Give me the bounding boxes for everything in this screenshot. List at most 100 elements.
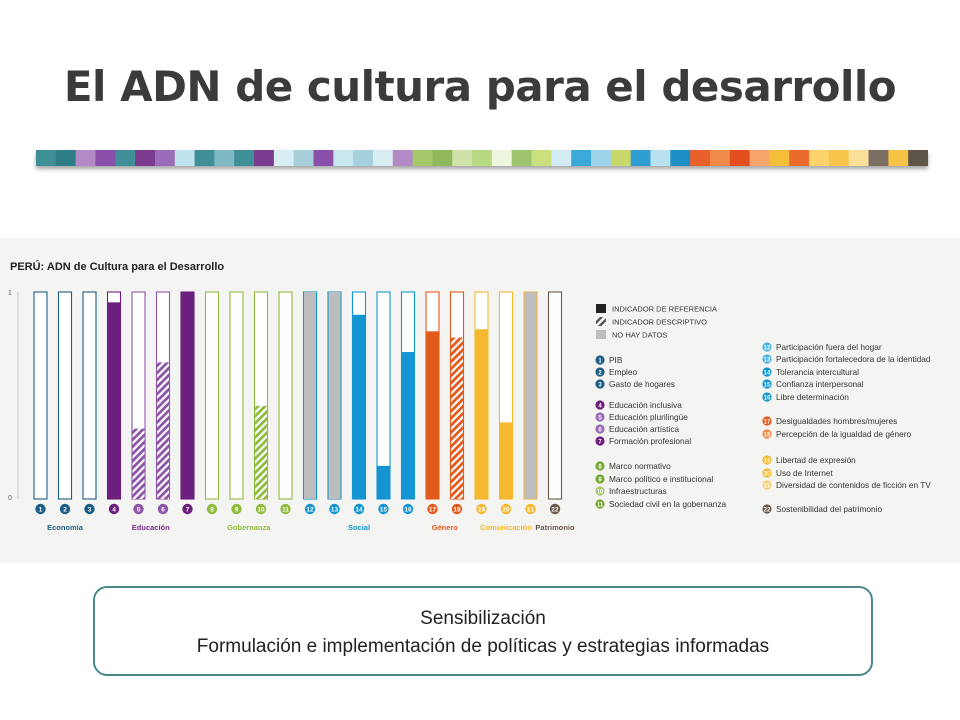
legend-indicator-label: Tolerancia intercultural bbox=[776, 367, 859, 377]
indicator-badge-9 bbox=[231, 503, 242, 515]
indicator-badge-3 bbox=[84, 503, 95, 515]
x-tick-label: 7 bbox=[186, 507, 190, 514]
indicator-badge-14 bbox=[353, 503, 365, 515]
legend-badge-3 bbox=[595, 379, 605, 389]
stripe-segment bbox=[55, 150, 77, 166]
legend-badge-number: 4 bbox=[598, 403, 602, 409]
legend-badge-16 bbox=[762, 392, 772, 402]
legend-indicator-label: Educación inclusiva bbox=[609, 400, 682, 410]
legend-badge-number: 12 bbox=[764, 345, 771, 351]
legend-indicator-label: Percepción de la igualdad de género bbox=[776, 429, 912, 439]
legend-indicator-label: Gasto de hogares bbox=[609, 379, 675, 389]
x-tick-label: 5 bbox=[137, 507, 141, 514]
stripe-segment bbox=[491, 150, 513, 166]
legend-label: INDICADOR DESCRIPTIVO bbox=[612, 318, 707, 327]
x-tick-label: 19 bbox=[478, 507, 486, 514]
legend-swatch bbox=[596, 317, 606, 326]
stripe-segment bbox=[36, 150, 57, 166]
stripe-segment bbox=[888, 150, 909, 166]
legend-indicator-label: Participación fuera del hogar bbox=[776, 342, 882, 352]
stripe-segment bbox=[670, 150, 691, 166]
stripe-segment bbox=[908, 150, 928, 166]
indicator-badge-12 bbox=[304, 503, 316, 515]
x-tick-label: 16 bbox=[404, 507, 412, 514]
indicator-badge-20 bbox=[500, 503, 512, 515]
legend-indicator-label: Marco político e institucional bbox=[609, 474, 713, 484]
bar-19 bbox=[475, 329, 488, 499]
legend-indicator-label: Confianza interpersonal bbox=[776, 379, 864, 389]
indicator-badge-21 bbox=[525, 503, 536, 515]
legend-badge-number: 15 bbox=[764, 382, 771, 388]
stripe-segment bbox=[293, 150, 315, 166]
y-tick-label: 1 bbox=[8, 290, 12, 297]
legend-badge-6 bbox=[595, 424, 605, 434]
stripe-segment bbox=[650, 150, 671, 166]
x-tick-label: 18 bbox=[453, 507, 461, 514]
legend-badge-22 bbox=[762, 504, 772, 514]
stripe-segment bbox=[828, 150, 850, 166]
indicator-badge-17 bbox=[427, 503, 438, 515]
group-label: Gobernanza bbox=[227, 523, 271, 532]
bar-14 bbox=[353, 314, 365, 499]
indicator-badge-6 bbox=[157, 503, 169, 515]
legend-badge-number: 11 bbox=[597, 502, 604, 508]
bar-outline-1 bbox=[33, 291, 48, 500]
x-tick-label: 20 bbox=[502, 507, 510, 514]
legend-badge-4 bbox=[595, 400, 605, 410]
bar-21 bbox=[524, 292, 537, 499]
bar-18 bbox=[451, 337, 463, 499]
x-tick-label: 9 bbox=[235, 507, 239, 514]
x-tick-label: 17 bbox=[429, 507, 437, 514]
x-tick-label: 11 bbox=[282, 507, 289, 514]
chart-title: PERÚ: ADN de Cultura para el Desarrollo bbox=[10, 260, 224, 273]
stripe-segment bbox=[848, 150, 870, 166]
legend-swatch bbox=[596, 330, 606, 339]
group-label: Social bbox=[348, 523, 370, 532]
legend-badge-number: 14 bbox=[764, 370, 771, 376]
stripe-segment bbox=[571, 150, 592, 166]
legend-indicator-label: Participación fortalecedora de la identi… bbox=[776, 354, 931, 364]
indicator-badge-16 bbox=[402, 503, 414, 515]
x-tick-label: 21 bbox=[527, 507, 535, 514]
indicator-badge-4 bbox=[108, 503, 120, 515]
decorative-color-stripe bbox=[36, 150, 928, 166]
legend-indicator-label: Desigualdades hombres/mujeres bbox=[776, 416, 897, 426]
legend-indicator-label: Libre determinación bbox=[776, 392, 849, 402]
legend-badge-7 bbox=[595, 436, 605, 446]
legend-badge-number: 22 bbox=[764, 507, 771, 513]
legend-badge-number: 17 bbox=[764, 419, 771, 425]
stripe-segment bbox=[234, 150, 255, 166]
stripe-segment bbox=[75, 150, 97, 166]
stripe-segment bbox=[709, 150, 731, 166]
group-label: Comunicación bbox=[480, 523, 532, 532]
legend-badge-number: 20 bbox=[764, 471, 771, 477]
bar-13 bbox=[328, 292, 341, 499]
summary-line-sensitization: Sensibilización bbox=[420, 608, 546, 629]
legend-label: NO HAY DATOS bbox=[612, 331, 667, 340]
legend-badge-10 bbox=[595, 486, 605, 496]
legend-badge-9 bbox=[595, 474, 605, 484]
stripe-segment bbox=[531, 150, 552, 166]
stripe-segment bbox=[729, 150, 751, 166]
x-tick-label: 10 bbox=[257, 507, 265, 514]
legend-badge-number: 10 bbox=[597, 489, 604, 495]
x-tick-label: 12 bbox=[306, 507, 314, 514]
bar-5 bbox=[132, 428, 145, 499]
indicator-badge-10 bbox=[255, 503, 267, 515]
bar-outline-2 bbox=[57, 291, 73, 500]
legend-indicator-label: Formación profesional bbox=[609, 436, 691, 446]
summary-line-policy: Formulación e implementación de política… bbox=[196, 636, 770, 657]
legend-indicator-label: Diversidad de contenidos de ficción en T… bbox=[776, 480, 931, 490]
stripe-segment bbox=[333, 150, 354, 166]
legend-badge-14 bbox=[762, 367, 772, 377]
bar-outline-8 bbox=[204, 291, 220, 500]
indicator-badge-2 bbox=[59, 503, 71, 515]
bar-6 bbox=[157, 362, 169, 499]
x-tick-label: 13 bbox=[331, 507, 339, 514]
stripe-segment bbox=[591, 150, 612, 166]
indicator-badge-19 bbox=[476, 503, 487, 515]
legend-badge-number: 18 bbox=[764, 432, 771, 438]
legend-badge-15 bbox=[762, 379, 772, 389]
legend-indicator-label: Marco normativo bbox=[609, 461, 671, 471]
bar-outline-22 bbox=[547, 291, 563, 500]
